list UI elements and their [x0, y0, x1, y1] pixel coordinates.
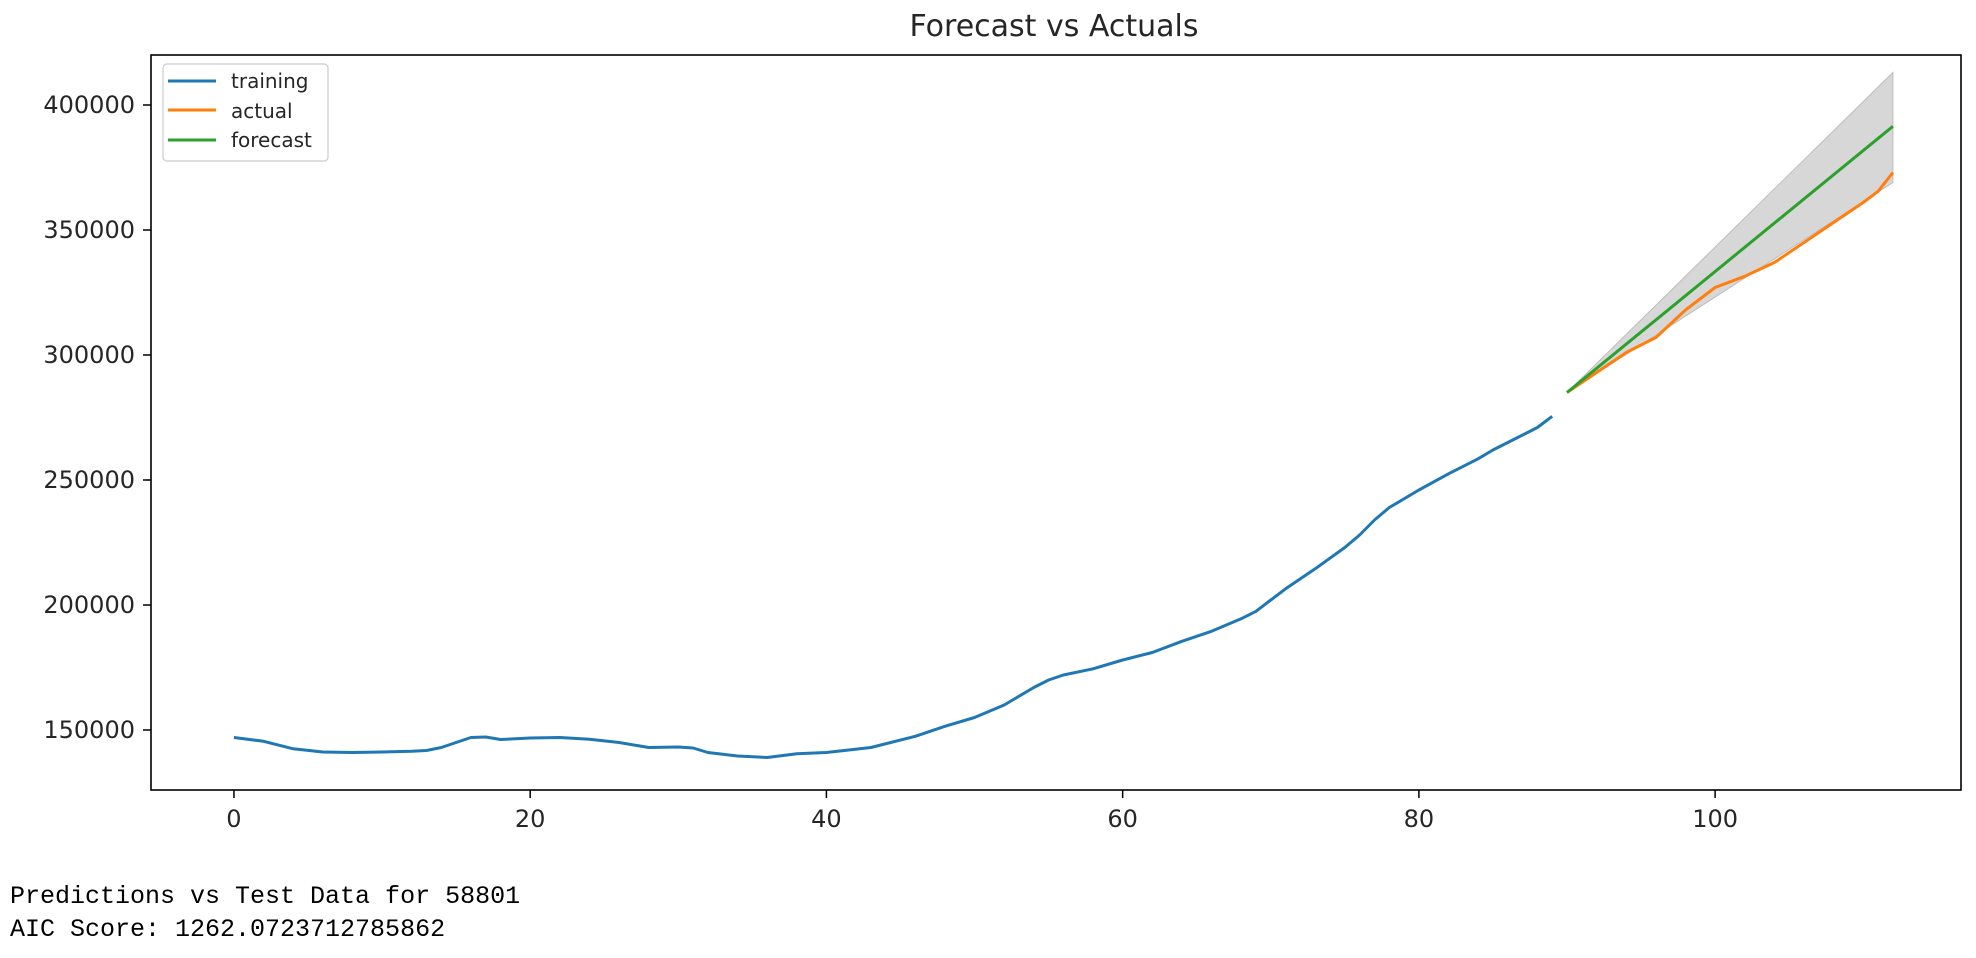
y-tick-label: 250000	[43, 466, 135, 494]
chart-title: Forecast vs Actuals	[909, 9, 1198, 44]
legend-label-forecast: forecast	[231, 128, 312, 152]
legend-label-actual: actual	[231, 99, 293, 123]
chart-background	[0, 0, 1976, 860]
output-line-aic: AIC Score: 1262.0723712785862	[10, 915, 446, 944]
legend: training actual forecast	[162, 63, 329, 162]
y-tick-label: 300000	[43, 341, 135, 369]
x-tick-label: 60	[1107, 805, 1138, 833]
series-line-actual	[1566, 171, 1895, 394]
output-line-predictions: Predictions vs Test Data for 58801	[10, 882, 521, 911]
x-tick-label: 20	[515, 805, 546, 833]
y-tick-label: 200000	[43, 591, 135, 619]
x-tick-label: 80	[1404, 805, 1435, 833]
chart: Forecast vs Actuals 0 20 40 60 80 100 150000 2…	[0, 0, 1976, 860]
series-layer	[233, 125, 1895, 759]
y-tick-label: 350000	[43, 216, 135, 244]
series-line-training	[233, 415, 1554, 759]
plot-frame	[150, 54, 1962, 791]
y-axis: 150000 200000 250000 300000 350000 400000	[43, 91, 151, 744]
series-line-forecast	[1566, 125, 1894, 394]
y-tick-label: 400000	[43, 91, 135, 119]
y-tick-label: 150000	[43, 716, 135, 744]
x-tick-label: 40	[811, 805, 842, 833]
x-axis: 0 20 40 60 80 100	[226, 790, 1738, 833]
x-tick-label: 100	[1692, 805, 1738, 833]
legend-label-training: training	[231, 69, 308, 93]
legend-box	[162, 63, 329, 162]
x-tick-label: 0	[226, 805, 241, 833]
